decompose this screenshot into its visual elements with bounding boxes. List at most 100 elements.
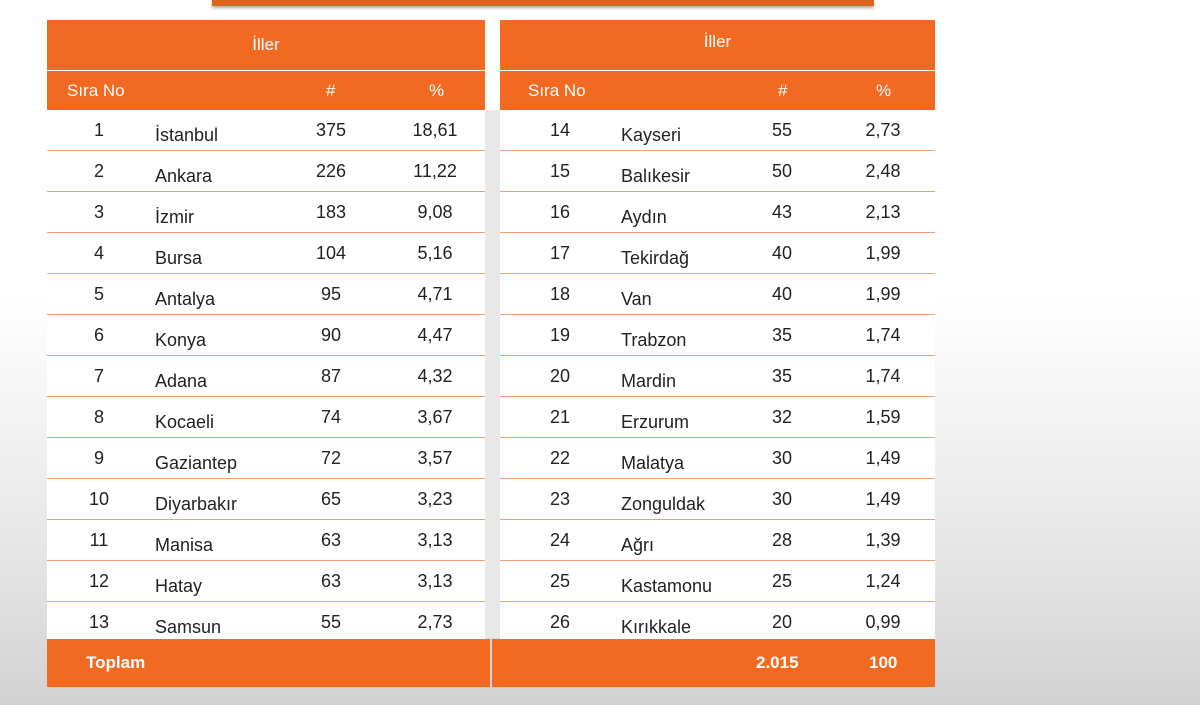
table-row: 1 İstanbul 375 18,61 xyxy=(47,110,485,151)
row-count: 375 xyxy=(315,120,347,140)
row-percent: 3,23 xyxy=(417,489,453,509)
row-count: 32 xyxy=(771,407,793,427)
row-percent: 0,99 xyxy=(865,612,901,632)
left-rows: 1 İstanbul 375 18,61 2 Ankara 226 11,22 3 İzmir 18… xyxy=(47,110,485,643)
row-percent: 1,99 xyxy=(865,284,901,304)
row-count: 63 xyxy=(320,530,342,550)
row-count: 55 xyxy=(771,120,793,140)
row-count: 28 xyxy=(771,530,793,550)
row-city: Hatay xyxy=(155,576,203,596)
row-count: 104 xyxy=(315,243,347,263)
row-number: 6 xyxy=(93,325,104,345)
footer-total-count: 2.015 xyxy=(756,653,799,672)
left-title-text: İller xyxy=(252,35,280,54)
row-city: Van xyxy=(621,289,652,309)
row-number: 22 xyxy=(549,448,571,468)
row-city: Tekirdağ xyxy=(621,248,690,268)
row-percent: 11,22 xyxy=(413,161,457,181)
row-city: Adana xyxy=(155,371,208,391)
row-percent: 3,57 xyxy=(417,448,453,468)
footer-right: 2.015 100 xyxy=(492,639,935,687)
table-row: 9 Gaziantep 72 3,57 xyxy=(47,438,485,479)
right-header-no: Sıra No xyxy=(528,81,586,100)
row-number: 14 xyxy=(549,120,571,140)
row-number: 21 xyxy=(549,407,571,427)
table-row: 8 Kocaeli 74 3,67 xyxy=(47,397,485,438)
row-number: 23 xyxy=(549,489,571,509)
row-count: 25 xyxy=(771,571,793,591)
row-count: 30 xyxy=(771,448,793,468)
table-gap xyxy=(485,110,500,638)
row-count: 50 xyxy=(771,161,793,181)
row-percent: 9,08 xyxy=(417,202,453,222)
row-city: Ankara xyxy=(155,166,213,186)
left-header-count: # xyxy=(326,81,336,100)
left-header-row: Sıra No # % xyxy=(47,71,485,110)
row-count: 35 xyxy=(771,366,793,386)
table-row: 24 Ağrı 28 1,39 xyxy=(500,520,935,561)
row-number: 4 xyxy=(93,243,104,263)
table-row: 16 Aydın 43 2,13 xyxy=(500,192,935,233)
table-row: 21 Erzurum 32 1,59 xyxy=(500,397,935,438)
row-count: 63 xyxy=(320,571,342,591)
row-count: 74 xyxy=(320,407,342,427)
row-percent: 3,67 xyxy=(417,407,453,427)
row-city: Kırıkkale xyxy=(621,617,692,637)
row-percent: 4,47 xyxy=(417,325,453,345)
row-number: 9 xyxy=(93,448,104,468)
row-city: Kayseri xyxy=(621,125,682,145)
right-table: İller Sıra No # % 14 Kayseri 55 2,73 15 Balık… xyxy=(500,20,935,643)
row-count: 226 xyxy=(315,161,347,181)
row-count: 40 xyxy=(771,284,793,304)
row-percent: 1,99 xyxy=(865,243,901,263)
footer-left: Toplam xyxy=(47,639,490,687)
top-accent-bar xyxy=(212,0,874,6)
table-row: 11 Manisa 63 3,13 xyxy=(47,520,485,561)
row-city: Kocaeli xyxy=(155,412,215,432)
row-count: 55 xyxy=(320,612,342,632)
row-percent: 2,73 xyxy=(417,612,453,632)
row-percent: 3,13 xyxy=(417,530,453,550)
left-table: İller Sıra No # % 1 İstanbul 375 18,61 2 Anka… xyxy=(47,20,485,643)
row-percent: 4,32 xyxy=(417,366,453,386)
table-row: 3 İzmir 183 9,08 xyxy=(47,192,485,233)
right-title-text: İller xyxy=(703,32,732,51)
right-header-pct: % xyxy=(876,81,892,100)
right-header-row: Sıra No # % xyxy=(500,71,935,110)
row-city: Bursa xyxy=(155,248,203,268)
table-row: 25 Kastamonu 25 1,24 xyxy=(500,561,935,602)
row-city: Konya xyxy=(155,330,207,350)
row-count: 43 xyxy=(771,202,793,222)
table-row: 18 Van 40 1,99 xyxy=(500,274,935,315)
row-percent: 2,13 xyxy=(865,202,901,222)
left-table-title: İller xyxy=(47,20,485,71)
row-percent: 1,59 xyxy=(865,407,901,427)
row-city: İstanbul xyxy=(155,125,219,145)
row-count: 72 xyxy=(320,448,342,468)
row-percent: 1,49 xyxy=(865,489,901,509)
row-count: 183 xyxy=(315,202,347,222)
row-number: 19 xyxy=(549,325,571,345)
row-number: 1 xyxy=(93,120,104,140)
row-city: Gaziantep xyxy=(155,453,238,473)
row-number: 13 xyxy=(88,612,110,632)
right-table-title: İller xyxy=(500,20,935,71)
table-row: 5 Antalya 95 4,71 xyxy=(47,274,485,315)
row-count: 20 xyxy=(771,612,793,632)
row-number: 5 xyxy=(93,284,104,304)
row-percent: 1,74 xyxy=(865,366,901,386)
table-row: 19 Trabzon 35 1,74 xyxy=(500,315,935,356)
row-city: Balıkesir xyxy=(621,166,691,186)
table-row: 23 Zonguldak 30 1,49 xyxy=(500,479,935,520)
row-city: Trabzon xyxy=(621,330,687,350)
row-number: 24 xyxy=(549,530,571,550)
table-row: 26 Kırıkkale 20 0,99 xyxy=(500,602,935,643)
left-header-pct: % xyxy=(429,81,445,100)
row-number: 20 xyxy=(549,366,571,386)
row-city: Diyarbakır xyxy=(155,494,238,514)
footer-label: Toplam xyxy=(86,653,146,672)
row-count: 40 xyxy=(771,243,793,263)
row-city: Samsun xyxy=(155,617,222,637)
row-percent: 4,71 xyxy=(417,284,453,304)
row-number: 11 xyxy=(89,530,109,550)
